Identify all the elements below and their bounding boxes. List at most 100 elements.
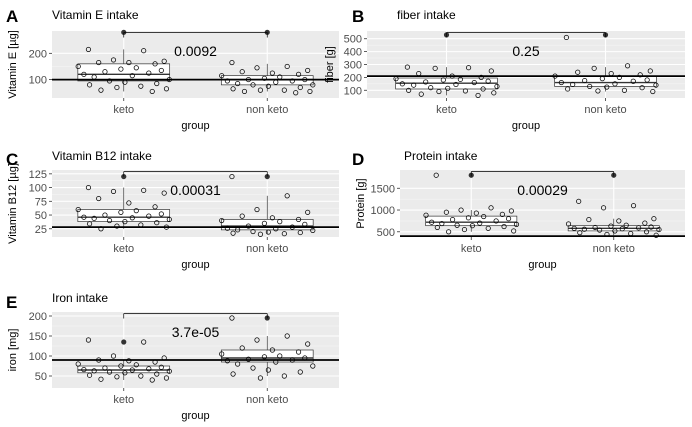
data-point xyxy=(428,85,434,91)
data-point xyxy=(261,354,267,360)
data-point xyxy=(616,218,622,224)
data-point xyxy=(591,65,597,71)
data-point xyxy=(75,63,81,70)
data-point xyxy=(494,83,500,89)
data-point xyxy=(439,220,445,227)
data-point xyxy=(158,67,164,73)
data-point xyxy=(508,208,514,214)
y-tick-label: 400 xyxy=(344,47,362,59)
data-point xyxy=(254,337,260,343)
data-point xyxy=(473,210,479,216)
x-tick-label: non keto xyxy=(246,243,288,255)
data-point xyxy=(230,230,236,236)
x-tick-label: keto xyxy=(113,104,134,116)
panel-label: B xyxy=(352,7,364,26)
p-value-label: 0.00031 xyxy=(170,182,221,198)
data-point xyxy=(297,84,303,91)
data-point xyxy=(161,58,167,64)
data-point xyxy=(250,365,256,371)
data-point xyxy=(653,82,659,88)
data-point xyxy=(293,90,299,96)
data-point xyxy=(480,86,486,92)
data-point xyxy=(644,77,650,83)
data-point xyxy=(146,213,152,219)
data-point xyxy=(513,221,520,227)
data-point xyxy=(457,76,463,82)
data-point xyxy=(118,66,124,72)
data-point xyxy=(310,363,316,369)
data-point xyxy=(575,69,581,75)
x-tick-label: non keto xyxy=(246,394,288,406)
data-point xyxy=(475,92,481,98)
data-point xyxy=(257,87,263,93)
data-point xyxy=(146,366,152,372)
data-point xyxy=(651,216,657,222)
data-point xyxy=(106,369,113,375)
y-tick-label: 125 xyxy=(29,169,47,181)
data-point xyxy=(310,227,316,233)
data-point xyxy=(261,220,267,226)
data-point xyxy=(81,214,87,220)
data-point xyxy=(305,67,311,73)
data-point xyxy=(478,74,484,80)
data-point xyxy=(126,200,132,206)
y-tick-label: 25 xyxy=(35,224,47,236)
p-value-label: 3.7e-05 xyxy=(172,324,220,340)
data-point xyxy=(85,46,92,52)
x-tick-label: keto xyxy=(436,104,457,116)
data-point xyxy=(85,337,92,343)
data-point xyxy=(133,208,139,214)
data-point xyxy=(558,79,564,86)
data-point xyxy=(623,222,629,228)
data-point xyxy=(277,353,283,359)
data-point xyxy=(621,87,628,93)
data-point xyxy=(307,88,313,95)
x-axis-title: group xyxy=(512,120,540,132)
data-point xyxy=(122,370,128,376)
data-point xyxy=(576,198,582,204)
data-point xyxy=(630,203,637,209)
x-axis-title: group xyxy=(181,259,209,271)
data-point xyxy=(269,347,275,353)
data-point xyxy=(129,73,135,79)
data-point xyxy=(257,375,263,381)
p-value-label: 0.0092 xyxy=(174,43,217,59)
y-tick-label: 1500 xyxy=(371,183,395,195)
data-point xyxy=(141,48,147,54)
data-point xyxy=(305,341,311,347)
data-point xyxy=(102,212,108,218)
data-point xyxy=(75,361,81,367)
outlier-point xyxy=(121,173,127,180)
data-point xyxy=(265,83,271,89)
data-point xyxy=(91,368,97,374)
data-point xyxy=(295,349,302,355)
data-point xyxy=(471,79,477,86)
y-tick-label: 100 xyxy=(29,75,47,87)
data-point xyxy=(647,68,653,74)
y-tick-label: 200 xyxy=(29,48,47,60)
data-point xyxy=(488,205,494,211)
data-point xyxy=(254,65,260,71)
data-point xyxy=(87,372,93,378)
data-point xyxy=(129,215,135,221)
data-point xyxy=(650,88,656,95)
data-point xyxy=(481,213,487,220)
data-point xyxy=(423,79,429,85)
data-point xyxy=(239,69,245,75)
data-point xyxy=(118,363,124,369)
p-value-label: 0.00029 xyxy=(517,182,568,198)
data-point xyxy=(265,367,271,373)
data-point xyxy=(493,218,499,224)
y-tick-label: 300 xyxy=(344,60,362,72)
data-point xyxy=(433,172,439,178)
data-point xyxy=(616,74,622,80)
data-point xyxy=(254,206,260,213)
data-point xyxy=(597,227,603,233)
data-point xyxy=(642,220,648,226)
data-point xyxy=(241,88,248,95)
panel-label: A xyxy=(6,7,18,26)
data-point xyxy=(281,231,287,237)
panel-title: Vitamin B12 intake xyxy=(52,149,152,163)
data-point xyxy=(269,215,275,221)
